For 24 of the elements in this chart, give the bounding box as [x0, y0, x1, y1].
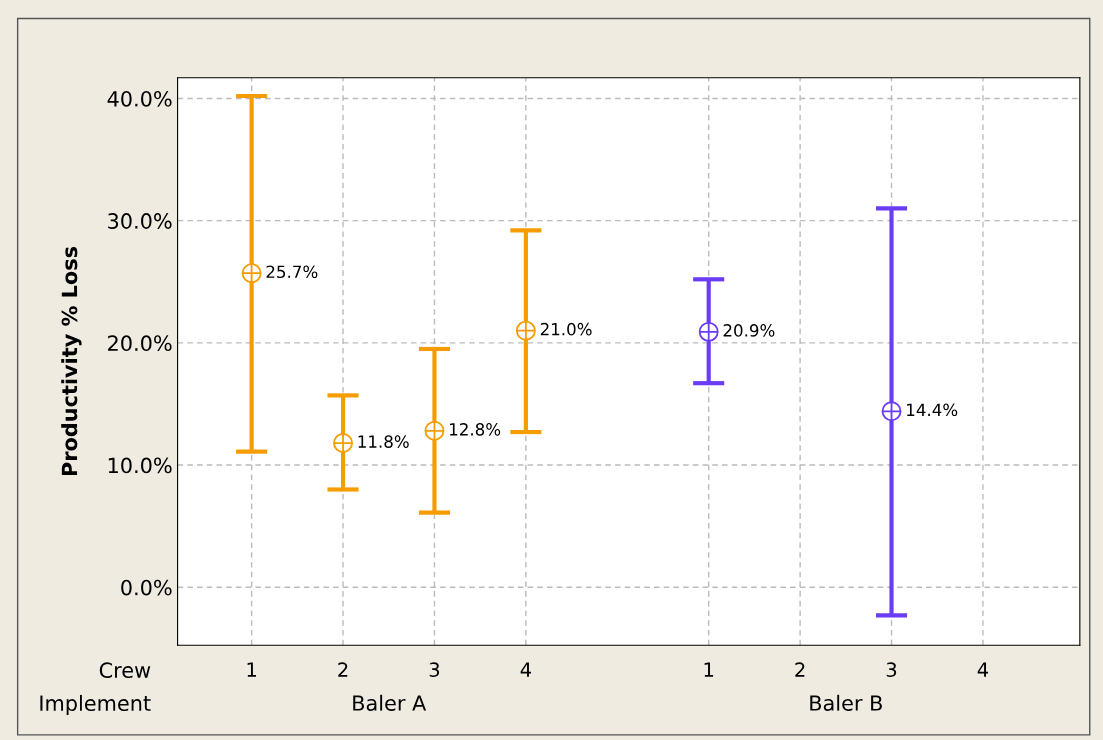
x-tick-label: 2: [338, 662, 348, 677]
y-axis-title: Productivity % Loss: [61, 246, 82, 476]
y-tick-label: 20.0%: [108, 335, 172, 352]
data-label: 20.9%: [723, 324, 775, 337]
text: Baler B: [810, 694, 882, 711]
data-label: 25.7%: [266, 265, 318, 279]
y-tick-label: 0.0%: [121, 579, 172, 596]
data-label: 11.8%: [358, 435, 409, 448]
data-label: 14.4%: [907, 403, 958, 417]
x-tick-label: 3: [429, 662, 440, 677]
data-label: 12.8%: [450, 423, 501, 436]
x-tick-label: 1: [247, 662, 257, 677]
x-tick-label: 2: [795, 662, 805, 677]
text: Crew: [99, 662, 151, 679]
data-label: 21.0%: [540, 322, 592, 336]
y-tick-label: 10.0%: [108, 457, 172, 474]
text: Baler A: [353, 694, 427, 711]
x-tick-label: 1: [704, 662, 714, 677]
x-tick-label: 4: [977, 662, 989, 677]
x-tick-label: 3: [886, 662, 897, 677]
text: Implement: [40, 694, 151, 716]
y-tick-label: 40.0%: [107, 90, 172, 107]
y-tick-label: 30.0%: [108, 213, 172, 229]
x-tick-label: 4: [520, 662, 531, 677]
